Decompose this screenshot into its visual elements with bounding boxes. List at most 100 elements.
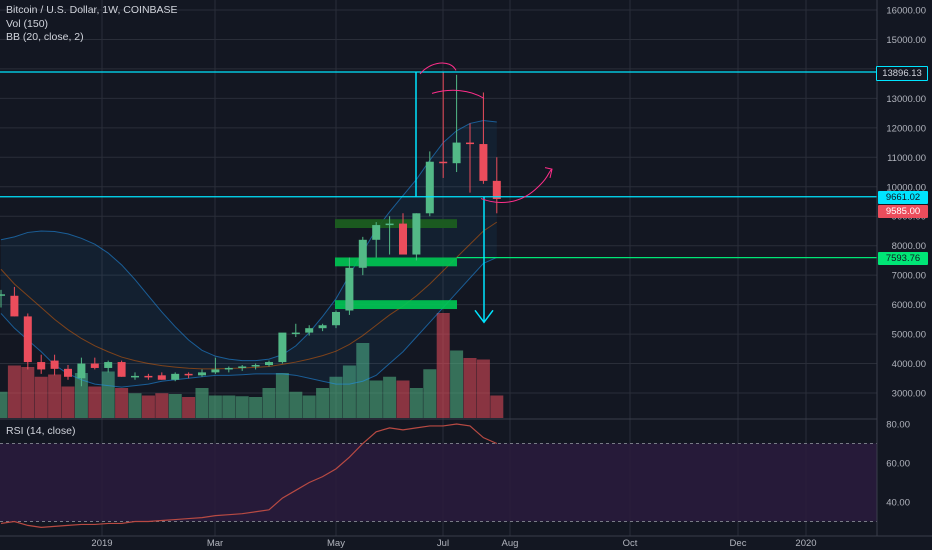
volume-bar — [168, 394, 182, 418]
candle-body — [385, 223, 394, 226]
y-axis-tick-label: 4000.00 — [892, 359, 926, 370]
bollinger-lower-line — [0, 257, 498, 388]
volume-bar — [249, 397, 263, 418]
candle — [399, 213, 407, 255]
volume-bars — [0, 313, 504, 418]
candle-body — [90, 363, 99, 368]
y-axis-tick-label: 12000.00 — [886, 123, 926, 134]
x-axis-tick-label: May — [327, 538, 345, 549]
candle — [157, 372, 166, 380]
volume-bar — [88, 386, 102, 418]
x-axis-tick-label: Jul — [437, 538, 449, 549]
candle-body — [358, 239, 367, 268]
volume-bar — [222, 395, 236, 418]
price-scale-background — [877, 0, 932, 550]
volume-bar — [490, 395, 504, 418]
volume-bar — [262, 388, 276, 418]
candle — [37, 354, 46, 374]
hand-drawn-arc-top — [419, 62, 457, 75]
candle — [278, 332, 287, 364]
candle — [90, 357, 99, 370]
candle — [332, 310, 340, 329]
candle — [439, 71, 448, 178]
candle — [425, 151, 434, 217]
candle-body — [466, 142, 474, 145]
y-axis-tick-label: 15000.00 — [886, 35, 926, 46]
hand-drawn-arrow-head — [544, 167, 553, 179]
candle-body — [318, 325, 327, 329]
volume-bar — [141, 395, 155, 418]
symbol-title: Bitcoin / U.S. Dollar, 1W, COINBASE — [6, 4, 178, 16]
x-axis-tick-label: Aug — [502, 538, 519, 549]
y-axis-tick-label: 6000.00 — [892, 300, 926, 311]
candle — [224, 366, 233, 373]
bollinger-band-fill — [1, 120, 497, 388]
candle-body — [265, 362, 273, 366]
volume-bar — [329, 376, 343, 418]
candle — [144, 373, 153, 380]
bollinger-bands-label: BB (20, close, 2) — [6, 31, 84, 43]
resistance-price-label: 13896.13 — [876, 66, 928, 81]
candle-body — [452, 142, 461, 164]
candle-body — [10, 295, 19, 317]
volume-bar — [463, 358, 477, 418]
volume-bar — [182, 397, 196, 418]
x-axis-tick-label: Dec — [730, 538, 747, 549]
hand-drawn-arc-second — [431, 89, 485, 99]
x-axis-tick-label: Oct — [623, 538, 638, 549]
projection-arrow-head — [474, 309, 494, 324]
candle-body — [144, 375, 153, 378]
candle-body — [104, 362, 113, 368]
bollinger-upper-line — [0, 119, 497, 362]
candle-body — [198, 372, 206, 376]
candle — [238, 365, 247, 371]
candle-body — [238, 366, 247, 368]
candle-body — [211, 369, 220, 373]
volume-bar — [34, 376, 48, 418]
volume-bar — [289, 391, 303, 418]
candle — [211, 357, 220, 374]
volume-bar — [423, 369, 437, 418]
volume-bar — [316, 388, 330, 418]
candle — [318, 323, 327, 332]
current-price-label: 9661.02 — [878, 191, 928, 204]
candle-body — [77, 363, 86, 379]
volume-bar — [369, 380, 383, 418]
candle — [104, 360, 113, 373]
candle — [466, 123, 474, 193]
candle-body — [305, 328, 314, 333]
candle-body — [50, 360, 59, 369]
candle-body — [412, 213, 421, 255]
candle — [171, 372, 180, 382]
rsi-band — [0, 443, 877, 522]
volume-bar — [436, 313, 450, 418]
support-zone-box — [335, 257, 457, 267]
x-axis-tick-label: 2019 — [91, 538, 112, 549]
candle — [10, 286, 19, 317]
candle — [452, 74, 461, 173]
volume-bar — [476, 359, 490, 418]
y-axis-tick-label: 8000.00 — [892, 241, 926, 252]
x-axis-tick-labels: 2019 Mar May Jul Aug Oct Dec 2020 — [91, 538, 816, 549]
candle — [198, 369, 206, 377]
y-axis-tick-label: 13000.00 — [886, 94, 926, 105]
support-zone-box-lower — [335, 300, 457, 310]
candle — [479, 92, 488, 184]
candle-body — [332, 311, 340, 326]
candle-body — [425, 161, 434, 214]
volume-bar — [409, 388, 423, 418]
volume-bar — [101, 371, 115, 418]
volume-bar — [0, 391, 8, 418]
candle-body — [345, 267, 354, 311]
candle — [372, 222, 381, 258]
candle-body — [0, 294, 5, 296]
candle — [64, 365, 72, 380]
candle-body — [117, 362, 126, 377]
candle — [305, 325, 314, 336]
volume-bar — [235, 396, 249, 418]
y-axis-tick-label: 7000.00 — [892, 271, 926, 282]
volume-bar — [302, 395, 316, 418]
candle — [184, 372, 193, 379]
x-axis-tick-label: 2020 — [795, 538, 816, 549]
